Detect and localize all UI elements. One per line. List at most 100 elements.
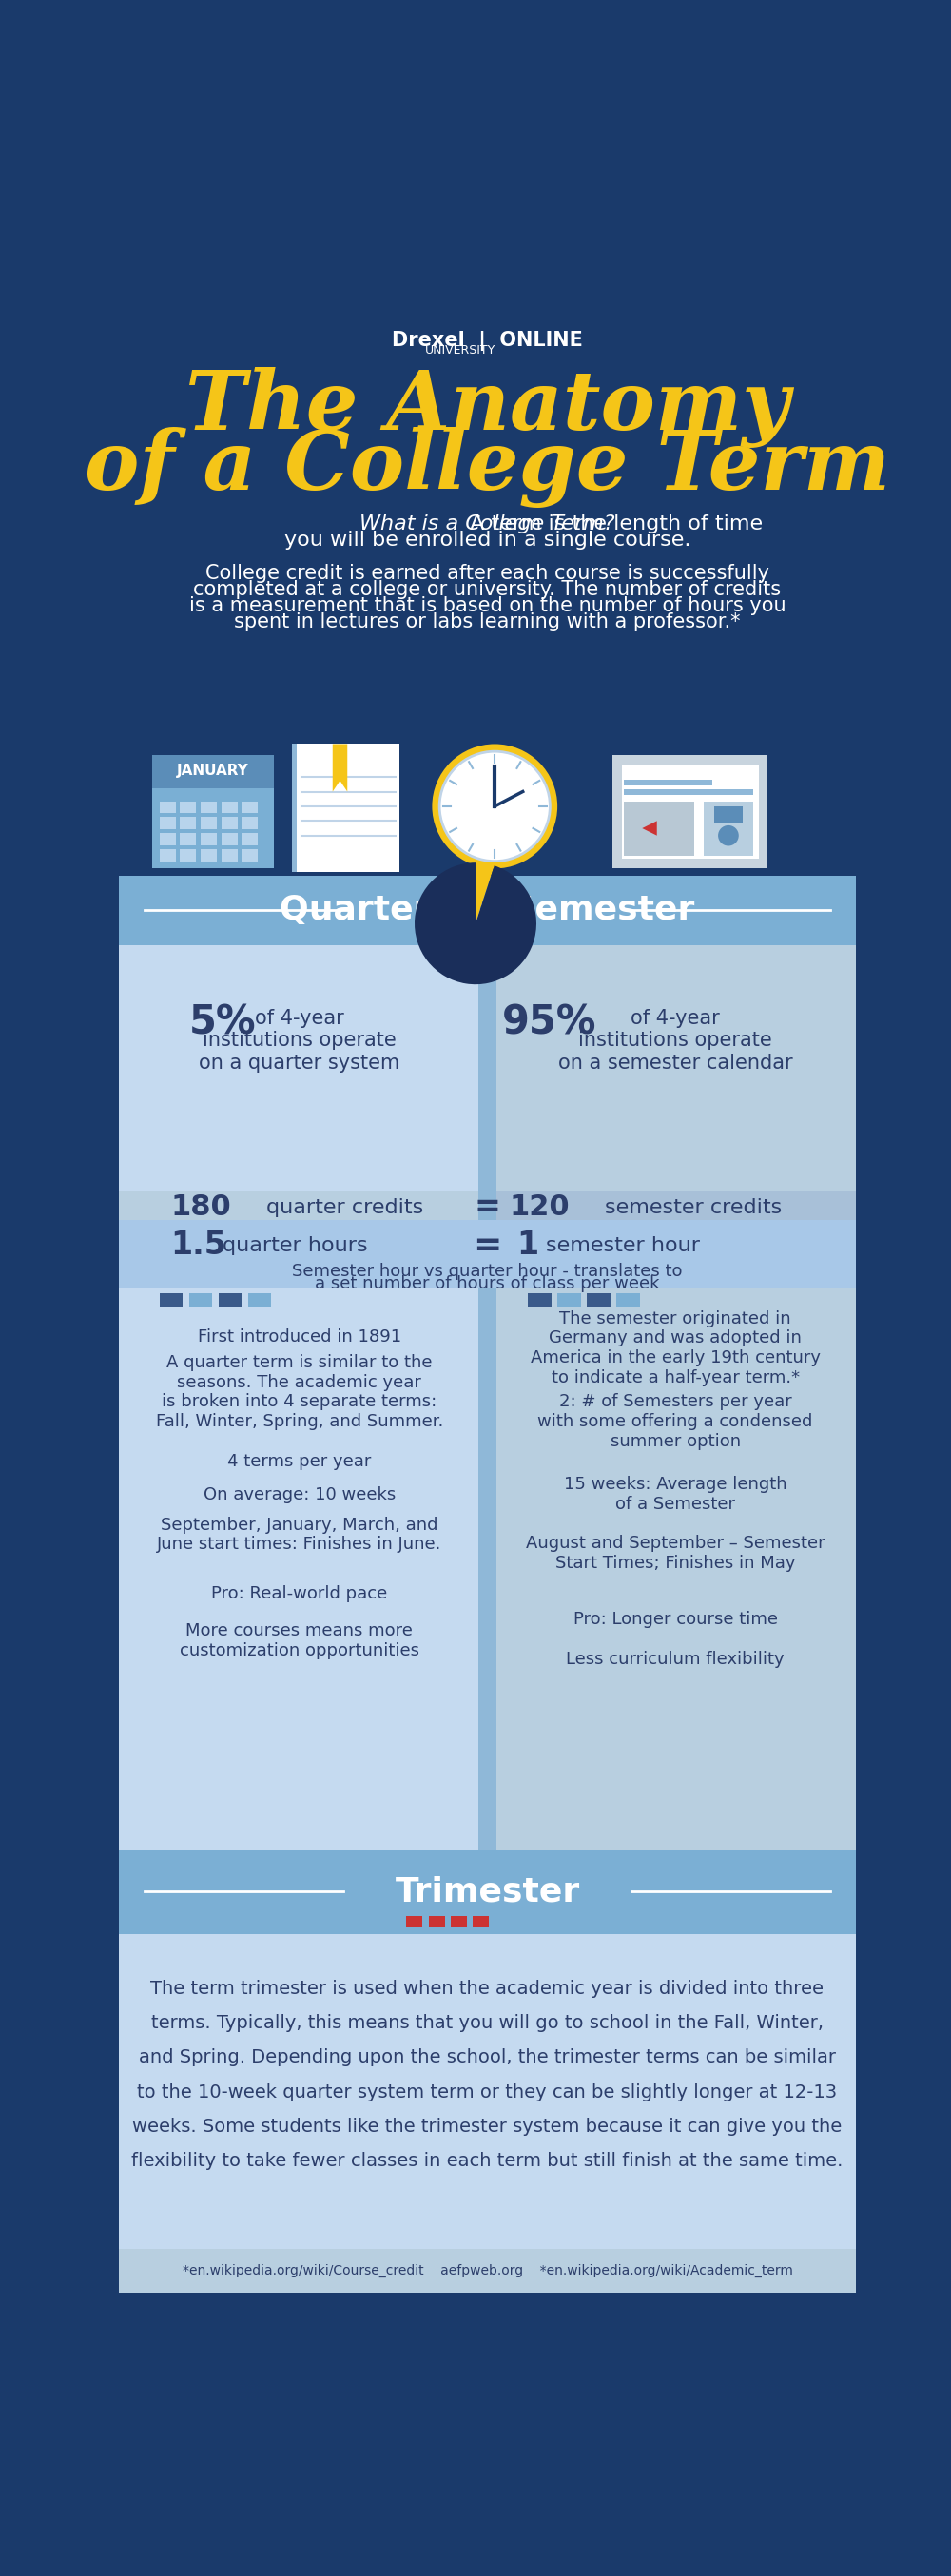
Text: Quarter vs. Semester: Quarter vs. Semester [280, 894, 695, 927]
Bar [473, 1917, 489, 1927]
Text: of 4-year
institutions operate
on a semester calendar: of 4-year institutions operate on a seme… [558, 1010, 792, 1072]
Text: 15 weeks: Average length
of a Semester: 15 weeks: Average length of a Semester [564, 1476, 786, 1512]
Bar [119, 2249, 856, 2293]
Text: quarter credits: quarter credits [266, 1198, 423, 1216]
Bar [119, 1221, 856, 1291]
Text: weeks. Some students like the trimester system because it can give you the: weeks. Some students like the trimester … [132, 2117, 843, 2136]
Bar [160, 801, 176, 814]
Bar [160, 850, 176, 860]
Bar [495, 1311, 856, 1852]
Bar [119, 1935, 856, 2249]
Bar [201, 850, 217, 860]
Text: What is a College Term?: What is a College Term? [359, 515, 615, 533]
Bar [478, 1311, 496, 1852]
Text: quarter hours: quarter hours [223, 1236, 367, 1255]
Bar [242, 801, 258, 814]
Text: of 4-year
institutions operate
on a quarter system: of 4-year institutions operate on a quar… [199, 1010, 399, 1072]
Bar [451, 1917, 467, 1927]
Text: Pro: Real-world pace: Pro: Real-world pace [211, 1584, 388, 1602]
Polygon shape [333, 744, 347, 791]
Bar [557, 1293, 581, 1306]
Bar [222, 835, 238, 845]
Bar [152, 755, 274, 788]
Bar [624, 781, 712, 786]
Bar [587, 1293, 611, 1306]
Bar [152, 755, 274, 868]
Text: 1.5: 1.5 [170, 1229, 226, 1262]
Bar [119, 945, 480, 1195]
Text: terms. Typically, this means that you will go to school in the Fall, Winter,: terms. Typically, this means that you wi… [151, 2014, 824, 2032]
Bar [616, 1293, 640, 1306]
Bar [714, 806, 743, 822]
Text: More courses means more
customization opportunities: More courses means more customization op… [180, 1623, 419, 1659]
Bar [201, 801, 217, 814]
Circle shape [718, 824, 739, 845]
Circle shape [439, 752, 550, 860]
Bar [160, 817, 176, 829]
Bar [119, 1311, 480, 1852]
Bar [495, 1190, 856, 1224]
Text: On average: 10 weeks: On average: 10 weeks [204, 1486, 396, 1504]
Bar [478, 1190, 496, 1224]
Bar [180, 801, 196, 814]
Bar [222, 850, 238, 860]
Text: Pro: Longer course time: Pro: Longer course time [573, 1610, 778, 1628]
Bar [406, 1917, 422, 1927]
Bar [292, 744, 297, 873]
Bar [180, 817, 196, 829]
Bar [119, 309, 856, 755]
Bar [119, 1850, 856, 1935]
Text: UNIVERSITY: UNIVERSITY [425, 345, 495, 358]
Text: Trimester: Trimester [395, 1875, 580, 1909]
Bar [160, 1293, 183, 1306]
Bar [624, 788, 753, 796]
Text: September, January, March, and
June start times: Finishes in June.: September, January, March, and June star… [157, 1517, 442, 1553]
Bar [622, 765, 759, 858]
Text: is a measurement that is based on the number of hours you: is a measurement that is based on the nu… [189, 595, 786, 616]
Text: *en.wikipedia.org/wiki/Course_credit    aefpweb.org    *en.wikipedia.org/wiki/Ac: *en.wikipedia.org/wiki/Course_credit aef… [183, 2264, 792, 2277]
Text: JANUARY: JANUARY [177, 765, 248, 778]
Text: The Anatomy: The Anatomy [185, 366, 789, 448]
Text: College credit is earned after each course is successfully: College credit is earned after each cour… [205, 564, 769, 582]
Bar [478, 1288, 496, 1311]
Text: semester hour: semester hour [546, 1236, 700, 1255]
Text: a set number of hours of class per week: a set number of hours of class per week [315, 1275, 660, 1293]
Text: 2: # of Semesters per year
with some offering a condensed
summer option: 2: # of Semesters per year with some off… [537, 1394, 813, 1450]
Bar [201, 835, 217, 845]
Text: 95%: 95% [502, 1002, 597, 1043]
Bar [242, 835, 258, 845]
Text: The term trimester is used when the academic year is divided into three: The term trimester is used when the acad… [150, 1981, 824, 1999]
Text: 4 terms per year: 4 terms per year [227, 1453, 372, 1471]
Text: First introduced in 1891: First introduced in 1891 [198, 1329, 401, 1345]
Bar [528, 1293, 552, 1306]
Text: spent in lectures or labs learning with a professor.*: spent in lectures or labs learning with … [234, 613, 741, 631]
Text: A term is the length of time: A term is the length of time [463, 515, 763, 533]
Bar [180, 835, 196, 845]
Bar [495, 1288, 856, 1311]
Text: Drexel  |  ONLINE: Drexel | ONLINE [392, 332, 583, 350]
Bar [222, 801, 238, 814]
Bar [428, 1917, 445, 1927]
Bar [222, 817, 238, 829]
Bar [292, 744, 399, 873]
Text: The semester originated in
Germany and was adopted in
America in the early 19th : The semester originated in Germany and w… [531, 1309, 821, 1386]
Bar [119, 752, 856, 878]
Text: Less curriculum flexibility: Less curriculum flexibility [566, 1651, 785, 1667]
Bar [160, 835, 176, 845]
Bar [180, 850, 196, 860]
Bar [189, 1293, 212, 1306]
Circle shape [432, 744, 557, 868]
Text: of a College Term: of a College Term [85, 428, 890, 507]
Text: 5%: 5% [189, 1002, 256, 1043]
Bar [201, 817, 217, 829]
Text: August and September – Semester
Start Times; Finishes in May: August and September – Semester Start Ti… [526, 1535, 825, 1571]
Wedge shape [415, 863, 536, 984]
Text: =: = [475, 1193, 500, 1224]
Text: Semester hour vs quarter hour - translates to: Semester hour vs quarter hour - translat… [292, 1262, 683, 1280]
Bar [242, 817, 258, 829]
Bar [219, 1293, 242, 1306]
Bar [119, 1190, 480, 1224]
Polygon shape [642, 822, 657, 835]
Text: you will be enrolled in a single course.: you will be enrolled in a single course. [284, 531, 690, 551]
Bar [119, 876, 856, 945]
